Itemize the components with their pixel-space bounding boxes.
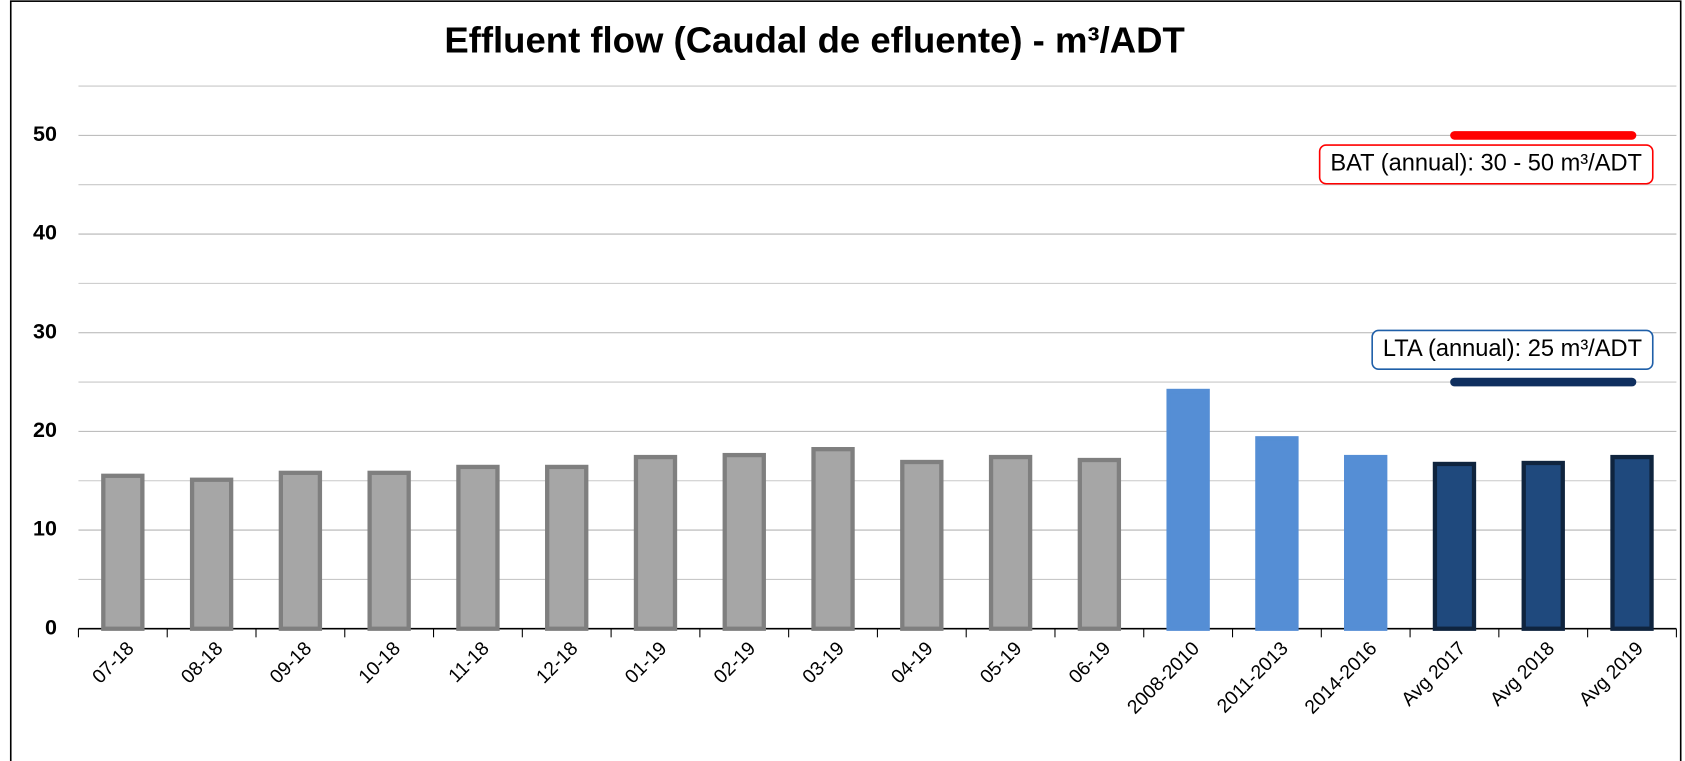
x-tick-label: 10-18 — [354, 638, 405, 689]
bar — [1521, 460, 1565, 631]
bar — [1610, 454, 1654, 631]
bar — [545, 464, 589, 631]
chart-title: Effluent flow (Caudal de efluente) - m³/… — [444, 20, 1184, 61]
x-tick-label: 01-19 — [621, 638, 672, 689]
x-tick-label: 04-19 — [887, 638, 938, 689]
x-tick-label: Avg 2019 — [1575, 638, 1648, 711]
annotation-box — [1371, 329, 1654, 370]
x-tick-label: 2014-2016 — [1301, 638, 1382, 719]
bar — [722, 452, 766, 631]
bar — [367, 470, 411, 631]
x-tick-label: Avg 2018 — [1486, 638, 1559, 711]
x-tick-label: 11-18 — [444, 638, 493, 687]
y-tick-label: 20 — [33, 418, 57, 442]
bar — [1077, 457, 1122, 631]
annotation-text: BAT (annual): 30 - 50 m³/ADT — [1330, 151, 1642, 177]
bar — [811, 447, 855, 631]
bar — [900, 459, 944, 631]
bar — [1166, 388, 1210, 631]
x-tick-label: Avg 2017 — [1397, 638, 1470, 711]
bar — [1344, 454, 1388, 631]
x-tick-label: 05-19 — [976, 638, 1027, 689]
y-tick-label: 40 — [33, 221, 57, 245]
bar — [1255, 436, 1299, 631]
bar — [633, 454, 678, 631]
x-tick-label: 02-19 — [709, 638, 760, 689]
annotation-box — [1318, 144, 1654, 185]
x-tick-label: 03-19 — [798, 638, 849, 689]
y-tick-label: 0 — [45, 615, 57, 639]
bar — [278, 470, 323, 631]
x-tick-label: 08-18 — [177, 638, 228, 689]
bar — [189, 477, 234, 631]
x-tick-label: 2008-2010 — [1123, 638, 1204, 719]
annotation-text: LTA (annual): 25 m³/ADT — [1383, 336, 1642, 362]
x-tick-label: 06-19 — [1065, 638, 1116, 689]
y-tick-label: 10 — [33, 517, 57, 541]
bar — [101, 473, 145, 631]
x-tick-label: 09-18 — [266, 638, 317, 689]
y-tick-label: 50 — [33, 122, 57, 146]
x-tick-label: 07-18 — [88, 638, 139, 689]
bar — [1432, 461, 1477, 631]
annotation: BAT (annual): 30 - 50 m³/ADT — [1318, 144, 1654, 185]
bar — [456, 464, 500, 631]
x-tick-label: 12-18 — [532, 638, 583, 689]
annotation: LTA (annual): 25 m³/ADT — [1371, 329, 1654, 370]
chart-frame — [9, 0, 1682, 761]
x-tick-label: 2011-2013 — [1213, 638, 1293, 718]
y-tick-label: 30 — [33, 319, 57, 343]
bar — [988, 454, 1033, 631]
